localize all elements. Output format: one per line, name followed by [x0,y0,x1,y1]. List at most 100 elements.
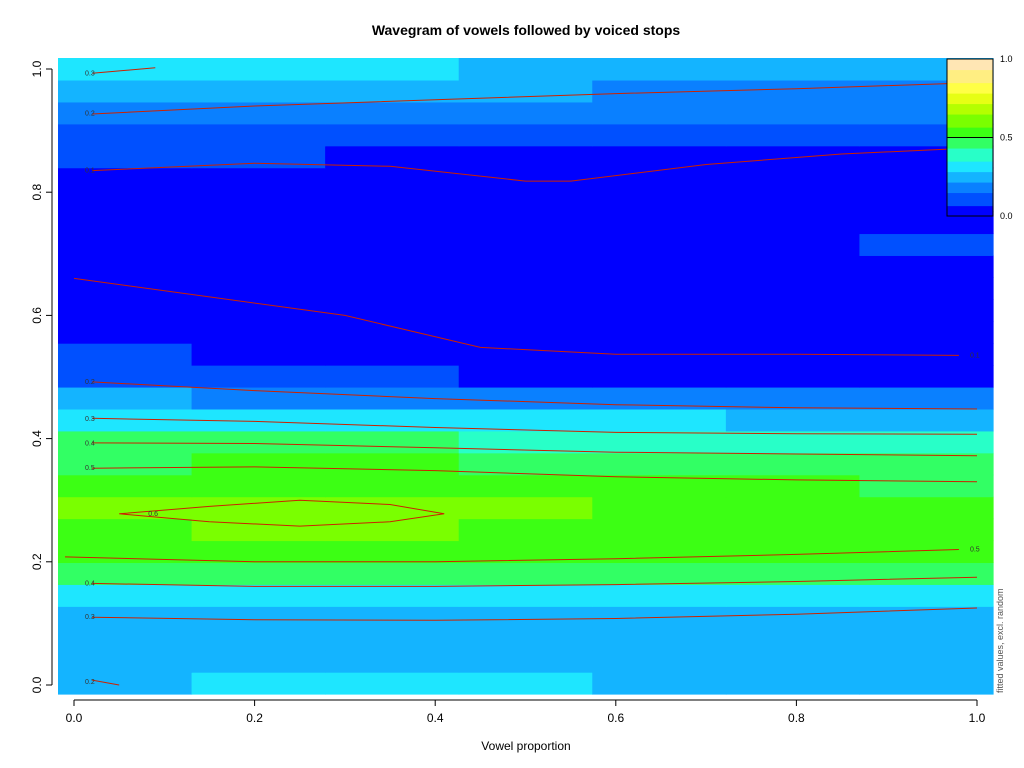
heatmap-cell [191,343,326,366]
heatmap-cell [592,189,727,213]
heatmap-cell [191,540,326,564]
legend-swatch [947,145,993,149]
heatmap-cell [58,562,193,585]
legend-swatch [947,129,993,133]
legend-swatch [947,150,993,154]
heatmap-cell [325,58,460,81]
legend-swatch [947,155,993,160]
color-legend: 0.0 0.5 1.0 [946,54,1013,221]
heatmap-cell [191,606,326,629]
heatmap-cell [58,299,193,322]
legend-swatch [947,127,993,131]
legend-swatch [947,176,993,180]
contour-label: 0.3 [85,70,95,77]
legend-swatch [947,197,993,201]
y-tick-label: 0.0 [30,676,44,693]
heatmap-cell [58,650,193,673]
heatmap-cell [592,167,727,191]
legend-swatch [947,205,993,209]
heatmap-cell [191,452,326,476]
heatmap-cell [592,540,727,564]
legend-tick-label: 1.0 [1000,54,1013,64]
heatmap-cell [592,628,727,651]
heatmap-cell [458,452,593,476]
heatmap-cell [725,277,861,300]
legend-swatch [947,100,993,105]
heatmap-cell [725,189,861,213]
contour-label: 0.5 [85,465,95,472]
heatmap-cell [191,365,326,388]
heatmap-cell [325,628,460,651]
contour-label: 0.4 [85,441,95,448]
x-tick-label: 0.6 [607,711,624,725]
contour-label: 0.6 [148,511,158,518]
contour-label: 0.2 [85,679,95,686]
legend-swatch [947,103,993,107]
heatmap-cell [725,167,861,191]
legend-swatch [947,124,993,128]
heatmap-cell [725,211,861,235]
heatmap-cell [191,167,326,191]
heatmap-cell [191,518,326,542]
heatmap-cell [458,277,593,300]
heatmap-cell [725,606,861,629]
legend-swatch [947,74,993,78]
legend-swatch [947,69,993,73]
heatmap-cell [325,496,460,520]
heatmap-cell [191,123,326,147]
legend-swatch [947,200,993,204]
heatmap-cell [458,321,593,344]
heatmap-cell [592,474,727,498]
heatmap-cell [58,365,193,388]
heatmap-cell [859,628,994,651]
legend-swatch [947,147,993,152]
heatmap-cell [859,365,994,388]
heatmap-cell [325,650,460,673]
heatmap-cell [458,584,593,607]
heatmap-cell [725,518,861,542]
heatmap-cell [58,452,193,476]
legend-swatch [947,113,993,118]
heatmap-cell [458,474,593,498]
heatmap-cell [58,233,193,256]
heatmap-cell [325,474,460,498]
heatmap-cell [592,672,727,695]
contour-label: 0.4 [85,580,95,587]
y-tick-label: 0.2 [30,553,44,570]
heatmap-cell [58,255,193,278]
heatmap-cell [325,562,460,585]
heatmap-cell [725,452,861,476]
legend-swatch [947,132,993,136]
heatmap-cell [325,672,460,695]
heatmap-cell [725,628,861,651]
heatmap-cell [592,365,727,388]
heatmap-cell [725,584,861,607]
legend-swatch [947,79,993,84]
legend-swatch [947,85,993,89]
heatmap-cell [325,211,460,235]
heatmap-cell [725,496,861,520]
heatmap-cell [592,299,727,322]
heatmap-cell [325,540,460,564]
legend-swatch [947,72,993,76]
heatmap-cell [325,123,460,147]
heatmap-cell [725,408,861,432]
heatmap-cell [58,277,193,300]
contour-line [73,277,959,356]
heatmap-cell [458,496,593,520]
heatmap-cell [58,123,193,147]
heatmap-cell [725,321,861,344]
heatmap-cell [58,518,193,542]
heatmap-cell [859,518,994,542]
heatmap-cell [592,650,727,673]
heatmap-cell [325,79,460,103]
heatmap-cell [191,211,326,235]
heatmap-cell [325,606,460,629]
heatmap-cell [191,408,326,432]
heatmap-cell [458,189,593,213]
heatmap-cell [725,255,861,278]
heatmap-cell [325,430,460,454]
contour-line [92,417,978,435]
heatmap-cell [859,386,994,410]
